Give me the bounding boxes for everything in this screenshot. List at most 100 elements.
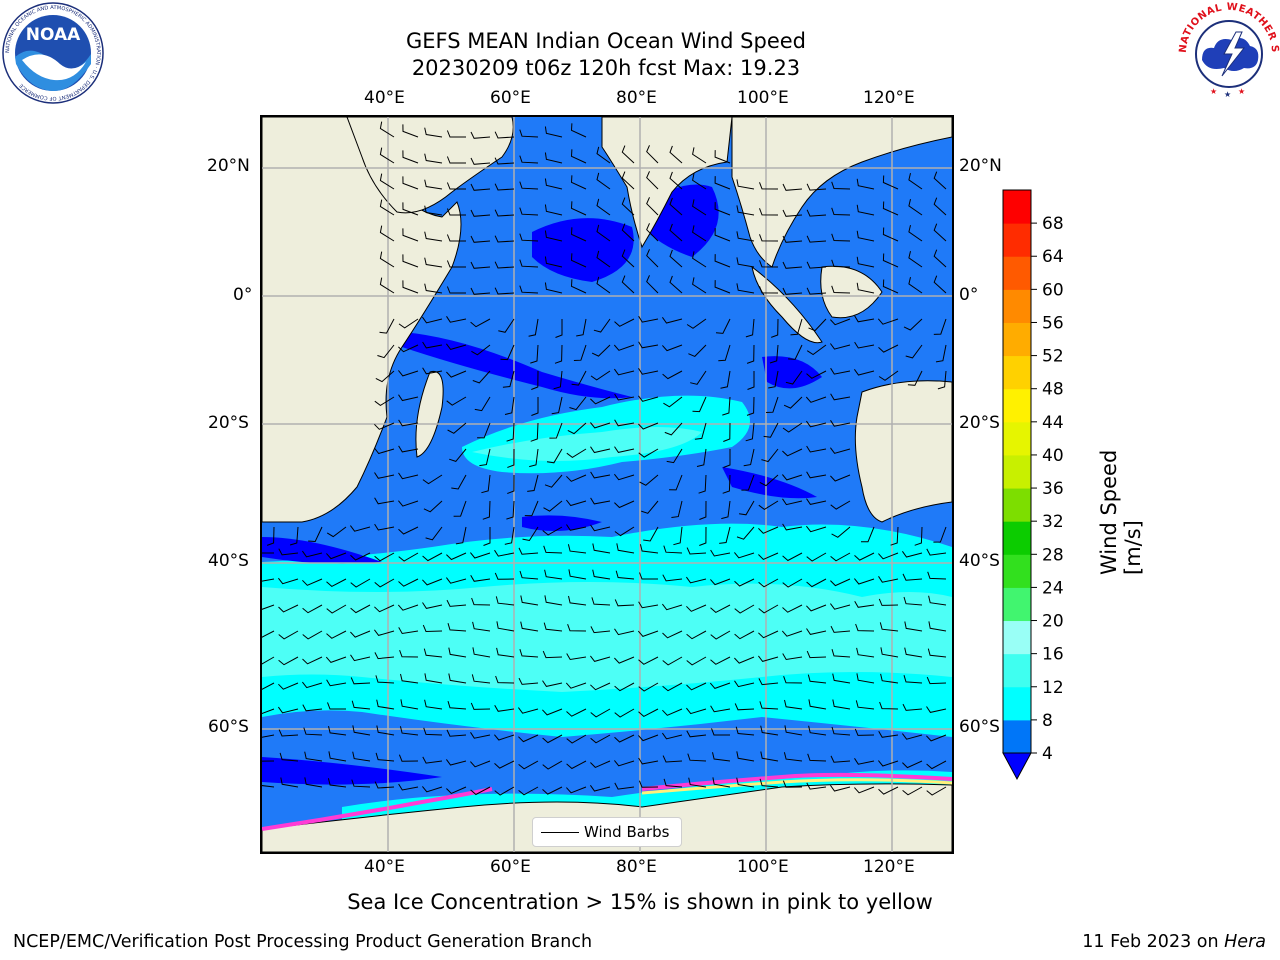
wind-barb — [646, 275, 659, 294]
wind-barb — [621, 145, 635, 164]
wind-barb — [927, 571, 947, 580]
wind-barb — [374, 523, 395, 531]
map-canvas — [262, 117, 952, 852]
wind-barb — [805, 420, 827, 428]
wind-barb — [424, 699, 443, 710]
wind-barb — [350, 578, 371, 588]
wind-barb — [669, 474, 683, 491]
wind-barb — [715, 318, 731, 334]
wind-barb — [638, 315, 659, 323]
wind-barb — [302, 681, 323, 689]
wind-barb — [878, 598, 899, 606]
wind-barb — [399, 726, 419, 736]
wind-barb — [528, 318, 539, 337]
wind-barb — [494, 131, 515, 139]
wind-barb — [350, 654, 371, 662]
wind-barb — [806, 604, 827, 612]
wind-barb — [495, 675, 515, 684]
wind-barb — [830, 755, 851, 763]
wind-barb — [398, 445, 419, 453]
wind-barb — [262, 708, 275, 715]
wind-barb — [543, 545, 563, 554]
wind-barb — [736, 751, 755, 762]
wind-barb — [721, 500, 731, 520]
wind-barb — [686, 656, 707, 666]
wind-barb — [542, 680, 563, 687]
colorbar-segment — [1003, 190, 1031, 224]
wind-barb — [519, 233, 539, 242]
wind-barb — [927, 648, 947, 658]
wind-barb — [377, 344, 395, 359]
wind-barb — [325, 656, 347, 663]
wind-barb — [782, 780, 803, 788]
wind-barb — [621, 223, 635, 242]
colorbar-tick-label: 24 — [1042, 578, 1064, 598]
wind-barb — [544, 152, 563, 164]
wind-barb — [590, 760, 611, 768]
wind-barb — [446, 130, 466, 138]
madagascar-landmass — [415, 370, 444, 458]
wind-barb — [402, 202, 419, 216]
wind-barb — [926, 676, 947, 685]
wind-barb — [685, 576, 707, 584]
legend-label: Wind Barbs — [584, 823, 670, 841]
wind-barb — [933, 249, 947, 268]
wind-barb — [714, 176, 731, 190]
wind-barb — [673, 526, 683, 546]
wind-barb — [398, 370, 419, 377]
svg-text:★: ★ — [1210, 87, 1217, 96]
lat-label-left: 60°S — [208, 717, 249, 737]
wind-barb — [496, 621, 515, 632]
wind-barb — [471, 674, 491, 684]
wind-barb — [639, 544, 659, 554]
lat-label-left: 40°S — [208, 551, 249, 571]
wind-barb — [400, 673, 419, 684]
wind-barb — [759, 286, 779, 294]
wind-barb — [880, 647, 899, 658]
wind-barb — [596, 250, 611, 268]
wind-barb — [542, 786, 563, 795]
sumatra-landmass — [751, 265, 823, 344]
wind-barb — [669, 275, 683, 294]
lat-label-right: 20°S — [959, 413, 1000, 433]
legend-line-sample — [541, 832, 579, 833]
colorbar-segments — [1002, 189, 1032, 781]
wind-barb — [350, 604, 371, 614]
wind-barb — [908, 172, 923, 190]
wind-barb — [482, 500, 491, 520]
wind-barb — [302, 656, 323, 665]
wind-barb — [745, 318, 755, 338]
wind-barb — [663, 778, 683, 788]
weak-wind-region — [262, 757, 442, 785]
stronger-wind-region — [262, 582, 952, 692]
wind-barb — [759, 182, 779, 190]
wind-barb — [902, 703, 923, 711]
wind-barb — [614, 599, 635, 607]
wind-barb — [714, 150, 731, 164]
svg-text:★: ★ — [1238, 87, 1245, 96]
colorbar-tick-label: 8 — [1042, 711, 1053, 731]
wind-barb — [614, 760, 635, 767]
wind-barb — [646, 249, 659, 268]
wind-barb — [570, 175, 587, 190]
wind-barb — [278, 630, 299, 640]
wind-barb — [376, 699, 395, 710]
wind-barb — [506, 422, 515, 442]
wind-barb — [593, 318, 611, 333]
legend: Wind Barbs — [532, 817, 682, 847]
wind-barb — [519, 259, 539, 268]
wind-barb — [567, 544, 587, 554]
wind-barb — [446, 286, 466, 294]
colorbar-segment — [1003, 521, 1031, 555]
wind-barb — [904, 621, 923, 632]
wind-barb — [530, 422, 539, 442]
lon-label-bottom: 40°E — [364, 857, 405, 877]
wind-barb — [328, 725, 347, 736]
wind-barb — [806, 445, 827, 453]
wind-barb — [830, 447, 851, 454]
wind-barb — [686, 730, 707, 738]
wind-barb — [422, 341, 443, 349]
wind-barb — [856, 230, 875, 242]
wind-barb — [398, 394, 419, 402]
wind-barb — [908, 198, 923, 216]
